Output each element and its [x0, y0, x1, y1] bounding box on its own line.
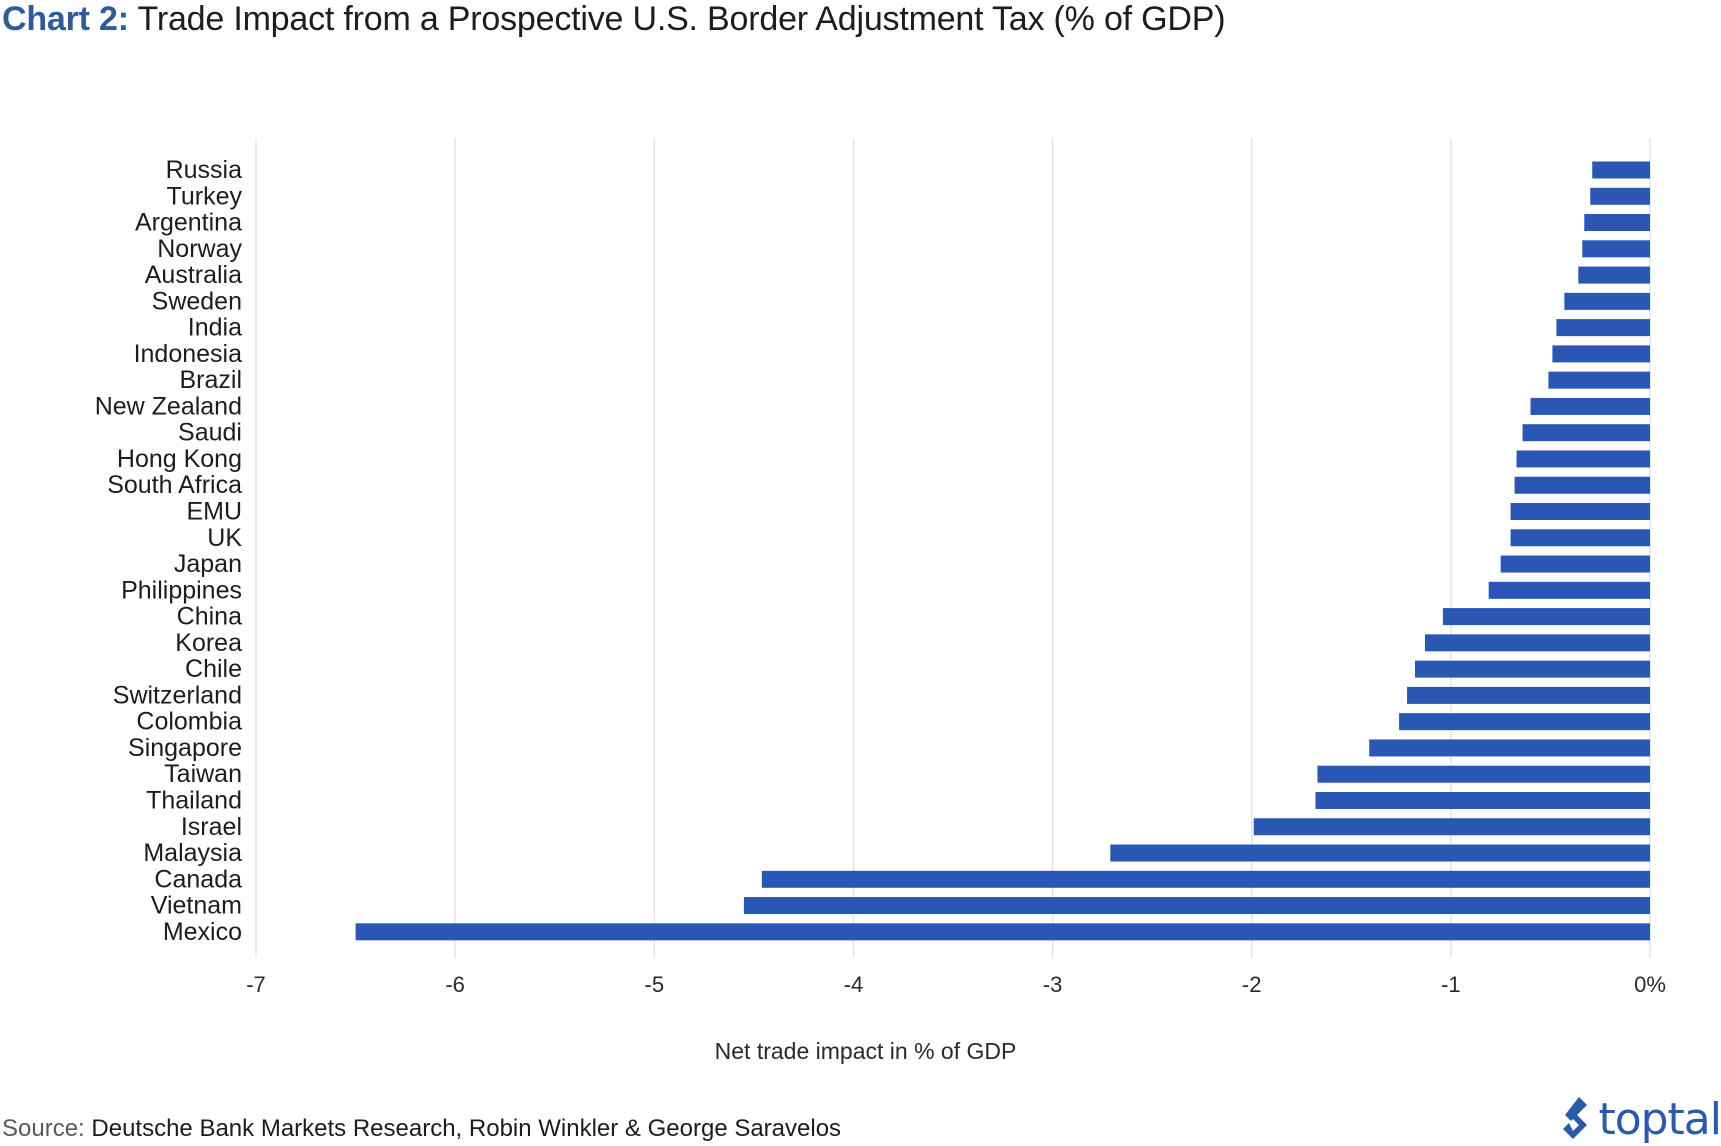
- category-label: Korea: [175, 629, 242, 657]
- bar: [1110, 844, 1650, 862]
- x-tick-label: -6: [445, 972, 465, 997]
- bar: [1522, 424, 1650, 442]
- x-tick-label: -5: [645, 972, 665, 997]
- bar: [1369, 739, 1650, 757]
- category-label: Sweden: [152, 287, 242, 315]
- bar: [1510, 503, 1650, 521]
- bar: [1516, 450, 1650, 468]
- bar: [1442, 608, 1650, 626]
- bar: [1564, 292, 1650, 310]
- bar: [1592, 161, 1650, 179]
- bar: [1584, 214, 1650, 232]
- bar: [1399, 713, 1650, 731]
- category-label: Philippines: [121, 576, 242, 604]
- category-label: Israel: [181, 813, 242, 841]
- bar: [1317, 765, 1650, 783]
- x-tick-label: 0%: [1634, 972, 1666, 997]
- category-label: New Zealand: [95, 392, 242, 420]
- category-label: Chile: [185, 655, 242, 683]
- bar: [1530, 397, 1650, 415]
- x-tick-label: -3: [1043, 972, 1063, 997]
- bar: [1514, 476, 1650, 494]
- category-label: Brazil: [179, 366, 242, 394]
- category-label: Colombia: [136, 708, 242, 736]
- x-tick-label: -4: [844, 972, 864, 997]
- bars: [355, 161, 1651, 941]
- category-label: Turkey: [167, 182, 243, 210]
- bar: [1552, 345, 1650, 363]
- bar: [1315, 791, 1650, 809]
- category-label: Thailand: [146, 786, 242, 814]
- category-label: Vietnam: [151, 892, 242, 920]
- x-axis-label: Net trade impact in % of GDP: [714, 1038, 1017, 1064]
- chart-title: Chart 2: Trade Impact from a Prospective…: [2, 0, 1226, 39]
- brand-name: toptal: [1598, 1094, 1721, 1145]
- category-label: Russia: [166, 156, 243, 184]
- category-label: Singapore: [128, 734, 242, 762]
- source-text: Deutsche Bank Markets Research, Robin Wi…: [91, 1115, 842, 1142]
- source-note: Source: Deutsche Bank Markets Research, …: [2, 1115, 841, 1143]
- bar: [1407, 686, 1650, 704]
- toptal-mark-icon: [1563, 1096, 1588, 1139]
- bar: [1556, 319, 1650, 337]
- bar: [1500, 555, 1650, 573]
- bar: [761, 870, 1650, 888]
- category-label: Taiwan: [164, 760, 242, 788]
- bar: [1488, 581, 1650, 599]
- bar: [1415, 660, 1650, 678]
- category-label: Indonesia: [134, 340, 243, 368]
- category-label: Argentina: [135, 209, 242, 237]
- toptal-logo: toptal: [1558, 1094, 1721, 1145]
- x-tick-labels: -7 -6 -5 -4 -3 -2 -1 0%: [246, 972, 1666, 997]
- category-label: Australia: [145, 261, 242, 289]
- bar: [1510, 529, 1650, 547]
- category-label: Japan: [174, 550, 242, 578]
- category-label: EMU: [186, 498, 242, 526]
- bar: [355, 923, 1651, 941]
- category-label: India: [188, 314, 242, 342]
- category-labels: RussiaTurkeyArgentinaNorwayAustraliaSwed…: [95, 156, 243, 946]
- bar: [1590, 187, 1650, 205]
- category-label: South Africa: [107, 471, 242, 499]
- x-tick-label: -1: [1441, 972, 1461, 997]
- x-tick-label: -7: [246, 972, 266, 997]
- category-label: Canada: [154, 865, 242, 893]
- category-label: Saudi: [178, 419, 242, 447]
- bar: [1253, 818, 1650, 836]
- chart-title-text: Trade Impact from a Prospective U.S. Bor…: [137, 0, 1226, 38]
- bar: [1424, 634, 1650, 652]
- bar-chart: RussiaTurkeyArgentinaNorwayAustraliaSwed…: [95, 138, 1666, 997]
- bar: [1578, 266, 1650, 284]
- category-label: Mexico: [163, 918, 242, 946]
- category-label: China: [177, 603, 242, 631]
- category-label: Hong Kong: [117, 445, 242, 473]
- category-label: Norway: [157, 235, 242, 263]
- category-label: Switzerland: [113, 681, 242, 709]
- bar: [743, 897, 1650, 915]
- bar: [1548, 371, 1650, 389]
- chart-title-lead: Chart 2:: [2, 0, 129, 38]
- category-label: UK: [207, 524, 242, 552]
- bar: [1582, 240, 1650, 258]
- category-label: Malaysia: [143, 839, 242, 867]
- x-tick-label: -2: [1242, 972, 1262, 997]
- source-label: Source:: [2, 1115, 85, 1142]
